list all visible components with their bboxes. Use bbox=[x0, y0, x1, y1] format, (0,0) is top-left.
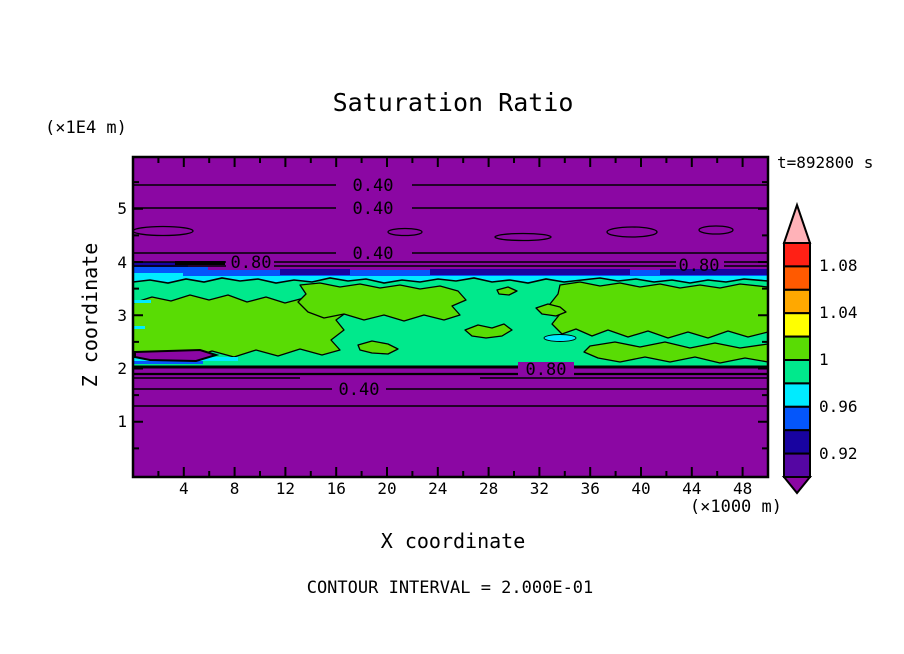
contour-field: 0.40 0.40 0.40 0.80 0.80 0.80 0.40 bbox=[132, 157, 769, 477]
chart-title: Saturation Ratio bbox=[333, 88, 574, 117]
contour-value-labels: 0.40 0.40 0.40 0.80 0.80 0.80 0.40 bbox=[231, 176, 720, 400]
lime-contour-blobs bbox=[132, 281, 769, 364]
colorbar-labels: 1.08 1.04 1 0.96 0.92 bbox=[819, 256, 858, 463]
contour-label-040-a: 0.40 bbox=[353, 176, 394, 196]
x-tick-label-48: 48 bbox=[733, 479, 752, 498]
y-minor-ticks-left bbox=[134, 181, 139, 450]
contour-interval-note: CONTOUR INTERVAL = 2.000E-01 bbox=[307, 578, 594, 598]
x-major-ticks-bottom bbox=[182, 467, 744, 476]
x-tick-label-4: 4 bbox=[179, 479, 189, 498]
x-major-ticks-top bbox=[182, 158, 744, 167]
x-tick-label-44: 44 bbox=[682, 479, 701, 498]
y-axis: 5 4 3 2 1 Z coordinate bbox=[78, 199, 127, 431]
colorbar-label-092: 0.92 bbox=[819, 444, 858, 463]
contour-label-040-c: 0.40 bbox=[353, 244, 394, 264]
y-axis-title: Z coordinate bbox=[78, 243, 102, 388]
x-tick-label-12: 12 bbox=[276, 479, 295, 498]
upper-line-contours bbox=[132, 184, 768, 267]
timestamp-label: t=892800 s bbox=[777, 153, 873, 172]
y-tick-label-5: 5 bbox=[117, 199, 127, 218]
colorbar-label-108: 1.08 bbox=[819, 256, 858, 275]
x-tick-label-8: 8 bbox=[230, 479, 240, 498]
y-tick-label-3: 3 bbox=[117, 306, 127, 325]
x-minor-ticks-bottom bbox=[157, 471, 719, 476]
label-mask bbox=[518, 362, 574, 377]
x-minor-ticks-top bbox=[157, 158, 719, 163]
lower-line-contours bbox=[133, 372, 768, 407]
colorbar-top-arrow bbox=[782, 201, 812, 244]
contour-label-040-b: 0.40 bbox=[353, 199, 394, 219]
x-tick-label-16: 16 bbox=[327, 479, 346, 498]
contour-label-040-d: 0.40 bbox=[339, 380, 380, 400]
colorbar-label-096: 0.96 bbox=[819, 397, 858, 416]
x-axis-title: X coordinate bbox=[381, 529, 526, 553]
contour-label-080-b: 0.80 bbox=[679, 256, 720, 276]
x-tick-label-28: 28 bbox=[479, 479, 498, 498]
x-tick-label-20: 20 bbox=[377, 479, 396, 498]
x-tick-label-24: 24 bbox=[428, 479, 447, 498]
y-tick-label-2: 2 bbox=[117, 359, 127, 378]
contour-label-080-a: 0.80 bbox=[231, 253, 272, 273]
upper-interface-stripes bbox=[133, 262, 768, 283]
y-major-ticks-right bbox=[758, 207, 767, 423]
colorbar-label-100: 1 bbox=[819, 350, 829, 369]
contour-label-080-c: 0.80 bbox=[526, 360, 567, 380]
colorbar-bottom-arrow bbox=[781, 476, 813, 495]
x-axis-unit-label: (×1000 m) bbox=[690, 497, 782, 517]
x-tick-label-32: 32 bbox=[530, 479, 549, 498]
axis-ticks bbox=[134, 158, 767, 476]
band-detail-streaks bbox=[133, 300, 577, 364]
y-tick-label-4: 4 bbox=[117, 253, 127, 272]
y-major-ticks-left bbox=[134, 207, 143, 423]
band-top-contour bbox=[132, 277, 769, 284]
y-minor-ticks-right bbox=[762, 181, 767, 450]
colorbar: 1.08 1.04 1 0.96 0.92 bbox=[781, 201, 858, 495]
y-axis-unit-label: (×1E4 m) bbox=[45, 118, 127, 138]
colorbar-label-104: 1.04 bbox=[819, 303, 858, 322]
plot-frame bbox=[131, 155, 770, 479]
x-tick-label-36: 36 bbox=[581, 479, 600, 498]
x-tick-label-40: 40 bbox=[631, 479, 650, 498]
y-tick-label-1: 1 bbox=[117, 412, 127, 431]
x-axis: 4 8 12 16 20 24 28 32 36 40 44 48 (×1000… bbox=[179, 479, 782, 553]
colorbar-cells bbox=[783, 242, 811, 479]
